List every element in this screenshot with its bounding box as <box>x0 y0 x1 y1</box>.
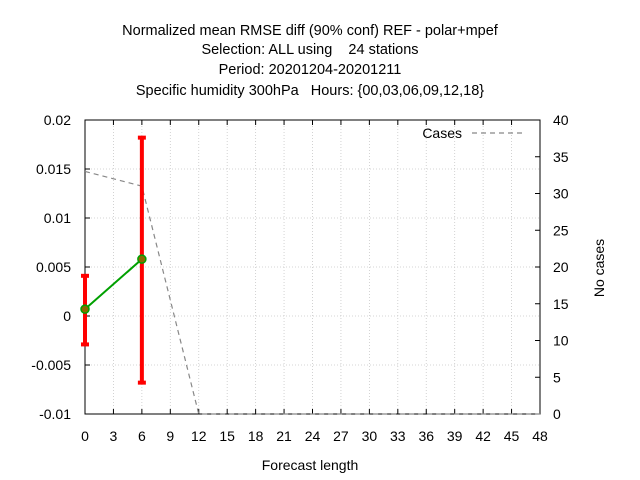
y-tick-label-right: 20 <box>553 259 569 275</box>
y-tick-label-right: 0 <box>553 406 561 422</box>
y-tick-label-left: 0.02 <box>44 112 71 128</box>
legend: Cases <box>422 125 522 141</box>
data-point-marker <box>137 254 147 264</box>
x-tick-label: 0 <box>81 428 89 444</box>
y-tick-label-left: 0.015 <box>36 161 71 177</box>
x-tick-label: 27 <box>333 428 349 444</box>
data-point-marker <box>80 304 90 314</box>
x-tick-label: 3 <box>110 428 118 444</box>
x-tick-label: 42 <box>475 428 491 444</box>
grid <box>84 119 541 415</box>
y-tick-label-right: 25 <box>553 222 569 238</box>
x-tick-label: 21 <box>276 428 292 444</box>
data-marks <box>80 135 540 415</box>
x-tick-label: 24 <box>305 428 321 444</box>
x-tick-label: 33 <box>390 428 406 444</box>
right-axis-label: No cases <box>591 239 607 297</box>
y-tick-label-left: 0 <box>63 308 71 324</box>
y-tick-label-right: 5 <box>553 369 561 385</box>
y-tick-label-right: 40 <box>553 112 569 128</box>
title-line-1: Normalized mean RMSE diff (90% conf) REF… <box>122 23 499 39</box>
x-tick-label: 15 <box>219 428 235 444</box>
x-tick-label: 48 <box>532 428 548 444</box>
title-line-4: Specific humidity 300hPa Hours: {00,03,0… <box>136 83 484 99</box>
x-tick-label: 9 <box>166 428 174 444</box>
x-tick-label: 12 <box>191 428 207 444</box>
x-axis-label: Forecast length <box>262 457 359 473</box>
axis-ticks: 0 3 6 9 12 15 18 21 24 27 30 33 36 39 42 45 480.020.0150… <box>31 112 568 444</box>
y-tick-label-right: 10 <box>553 333 569 349</box>
x-tick-label: 36 <box>418 428 434 444</box>
y-tick-label-left: -0.01 <box>39 406 71 422</box>
x-tick-label: 6 <box>138 428 146 444</box>
y-tick-label-left: 0.01 <box>44 210 71 226</box>
y-tick-label-left: -0.005 <box>31 357 71 373</box>
title-line-2: Selection: ALL using 24 stations <box>201 42 418 58</box>
x-tick-label: 45 <box>504 428 520 444</box>
x-tick-label: 39 <box>447 428 463 444</box>
y-tick-label-right: 30 <box>553 186 569 202</box>
series-main-line <box>84 258 143 310</box>
series-cases-line <box>84 170 540 415</box>
chart-title: Normalized mean RMSE diff (90% conf) REF… <box>122 23 499 99</box>
y-tick-label-right: 15 <box>553 296 569 312</box>
y-tick-label-left: 0.005 <box>36 259 71 275</box>
x-tick-label: 30 <box>362 428 378 444</box>
y-tick-label-right: 35 <box>553 149 569 165</box>
title-line-3: Period: 20201204-20201211 <box>219 62 402 78</box>
x-tick-label: 18 <box>248 428 264 444</box>
legend-label-cases: Cases <box>422 125 462 141</box>
